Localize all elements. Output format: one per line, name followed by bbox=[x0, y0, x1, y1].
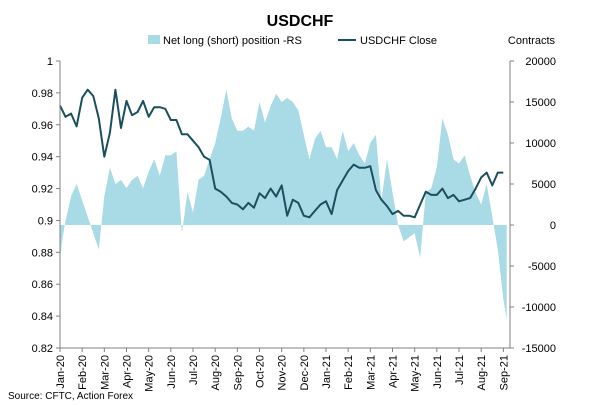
left-tick-label: 0.84 bbox=[32, 311, 53, 323]
left-tick-label: 0.92 bbox=[32, 184, 53, 196]
legend-swatch-net-position bbox=[148, 35, 160, 44]
x-tick-label: Mar-21 bbox=[365, 355, 377, 390]
x-tick-label: Sep-21 bbox=[498, 355, 510, 390]
legend-label-net-position: Net long (short) position -RS bbox=[163, 35, 302, 47]
x-tick-label: Jun-20 bbox=[166, 355, 178, 389]
right-tick-label: 10000 bbox=[525, 138, 556, 150]
legend: Net long (short) position -RS USDCHF Clo… bbox=[148, 35, 437, 47]
chart-title: USDCHF bbox=[267, 13, 334, 30]
left-tick-label: 0.88 bbox=[32, 247, 53, 259]
x-tick-label: Jul-21 bbox=[454, 355, 466, 385]
x-tick-label: Apr-20 bbox=[122, 355, 134, 388]
right-tick-label: 0 bbox=[550, 220, 556, 232]
right-tick-label: 15000 bbox=[525, 97, 556, 109]
right-axis-unit-label: Contracts bbox=[508, 35, 556, 47]
x-tick-label: Aug-20 bbox=[210, 355, 222, 390]
x-tick-label: Jan-21 bbox=[321, 355, 333, 389]
left-tick-label: 0.96 bbox=[32, 120, 53, 132]
line-usdchf-close bbox=[59, 88, 504, 219]
x-tick-label: Jun-21 bbox=[432, 355, 444, 389]
left-tick-label: 0.82 bbox=[32, 343, 53, 355]
left-tick-label: 1 bbox=[47, 56, 53, 68]
right-tick-label: 5000 bbox=[532, 179, 556, 191]
right-tick-label: -15000 bbox=[522, 343, 556, 355]
x-tick-label: Feb-20 bbox=[77, 355, 89, 390]
x-tick-label: Oct-20 bbox=[255, 355, 267, 388]
legend-label-usdchf-close: USDCHF Close bbox=[360, 35, 437, 47]
right-tick-label: 20000 bbox=[525, 56, 556, 68]
x-tick-label: May-21 bbox=[410, 355, 422, 392]
x-tick-label: Feb-21 bbox=[343, 355, 355, 390]
source-note: Source: CFTC, Action Forex bbox=[8, 391, 134, 402]
plot-area: 0.82 0.84 0.86 0.88 0.9 0.92 0.94 0.96 0.98 1 -150… bbox=[32, 56, 556, 392]
left-tick-label: 0.86 bbox=[32, 279, 53, 291]
x-tick-label: Jan-20 bbox=[55, 355, 67, 389]
right-tick-label: -5000 bbox=[528, 261, 556, 273]
x-tick-label: Apr-21 bbox=[388, 355, 400, 388]
x-tick-label: Aug-21 bbox=[476, 355, 488, 390]
x-tick-label: Jul-20 bbox=[188, 355, 200, 385]
area-net-position bbox=[60, 89, 507, 320]
left-tick-label: 0.94 bbox=[32, 152, 53, 164]
left-tick-label: 0.9 bbox=[38, 215, 53, 227]
left-tick-label: 0.98 bbox=[32, 88, 53, 100]
x-tick-label: Sep-20 bbox=[232, 355, 244, 390]
x-tick-label: Mar-20 bbox=[99, 355, 111, 390]
right-tick-label: -10000 bbox=[522, 302, 556, 314]
x-tick-label: May-20 bbox=[144, 355, 156, 392]
x-tick-label: Nov-20 bbox=[277, 355, 289, 390]
x-tick-label: Dec-20 bbox=[299, 355, 311, 390]
